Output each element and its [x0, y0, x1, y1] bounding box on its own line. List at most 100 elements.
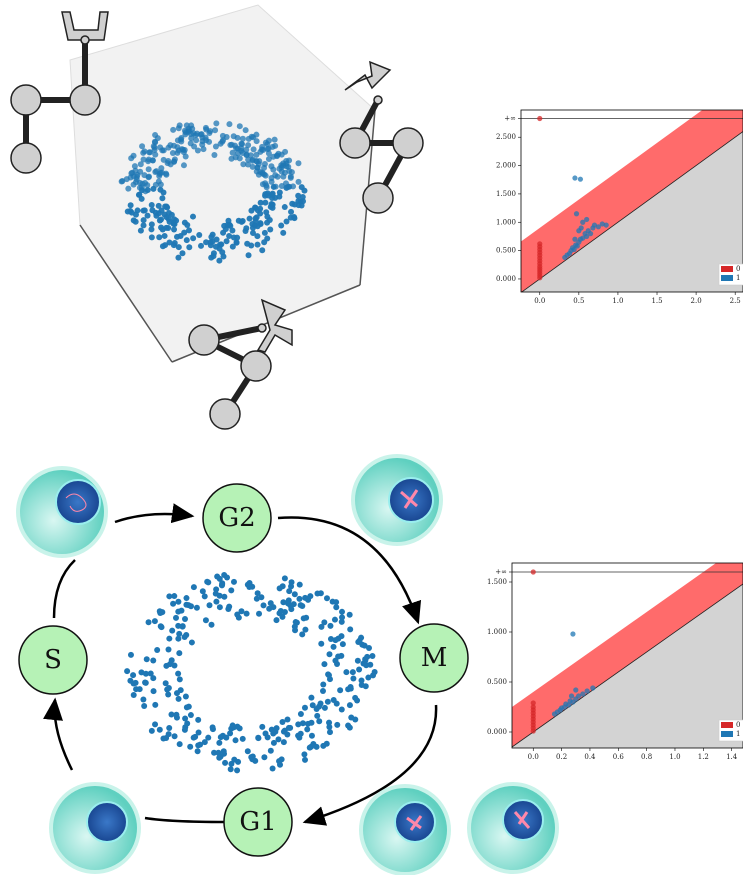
ring-point — [195, 748, 201, 754]
torus-point — [234, 240, 240, 246]
torus-point — [163, 172, 169, 178]
ring-point — [304, 726, 310, 732]
plot-area — [512, 359, 743, 798]
torus-point — [125, 208, 131, 214]
torus-point — [139, 143, 145, 149]
ring-point — [255, 590, 261, 596]
torus-point — [170, 127, 176, 133]
ring-point — [337, 687, 343, 693]
torus-point — [251, 146, 257, 152]
ring-point — [369, 653, 375, 659]
diagram-point — [578, 177, 583, 182]
torus-point — [158, 182, 164, 188]
ring-point — [324, 595, 330, 601]
ring-point — [202, 593, 208, 599]
ring-point — [268, 600, 274, 606]
ring-point — [182, 727, 188, 733]
ring-point — [224, 574, 230, 580]
ring-point — [221, 748, 227, 754]
torus-point — [150, 157, 156, 163]
ring-point — [152, 618, 158, 624]
torus-point — [182, 131, 188, 137]
torus-point — [266, 156, 272, 162]
ring-point — [314, 744, 320, 750]
ring-point — [339, 707, 345, 713]
torus-point — [272, 137, 278, 143]
ring-point — [240, 736, 246, 742]
ring-point — [213, 599, 219, 605]
y-tick-label: 1.500 — [487, 578, 507, 586]
ring-point — [234, 767, 240, 773]
torus-point — [263, 209, 269, 215]
y-tick-label: 0.500 — [496, 247, 516, 255]
ring-point — [169, 628, 175, 634]
y-tick-label: 1.500 — [496, 190, 516, 198]
ring-point — [255, 735, 261, 741]
ring-point — [184, 704, 190, 710]
ring-point — [146, 619, 152, 625]
ring-point — [245, 748, 251, 754]
ring-point — [188, 712, 194, 718]
ring-point — [299, 631, 305, 637]
legend-label: 1 — [736, 730, 740, 738]
torus-point — [244, 241, 250, 247]
ring-point — [230, 722, 236, 728]
diagram-point — [570, 631, 575, 636]
ring-point — [225, 606, 231, 612]
ring-point — [326, 651, 332, 657]
ring-point — [308, 695, 314, 701]
ring-point — [309, 733, 315, 739]
ring-point — [188, 603, 194, 609]
torus-point — [285, 184, 291, 190]
torus-point — [213, 244, 219, 250]
ring-point — [318, 641, 324, 647]
ring-point — [261, 602, 267, 608]
ring-point — [150, 657, 156, 663]
phase-label: G2 — [218, 503, 255, 533]
torus-point — [164, 205, 170, 211]
torus-point — [288, 209, 294, 215]
diagram-point — [588, 231, 593, 236]
torus-point — [198, 243, 204, 249]
ring-point — [318, 624, 324, 630]
legend-label: 1 — [736, 274, 740, 282]
ring-point — [159, 624, 165, 630]
ring-point — [332, 617, 338, 623]
ring-point — [339, 609, 345, 615]
torus-point — [181, 162, 187, 168]
torus-point — [173, 218, 179, 224]
ring-point — [287, 725, 293, 731]
ring-point — [154, 647, 160, 653]
ring-point — [175, 636, 181, 642]
torus-point — [159, 207, 165, 213]
ring-point — [221, 594, 227, 600]
torus-point — [141, 222, 147, 228]
ring-point — [339, 614, 345, 620]
y-tick-label: 0.000 — [487, 728, 507, 736]
y-tick-label: 1.000 — [496, 218, 516, 226]
torus-point — [258, 221, 264, 227]
torus-point — [135, 207, 141, 213]
x-tick-label: 0.6 — [613, 753, 625, 761]
diagram-point — [585, 688, 590, 693]
diagram-point — [579, 225, 584, 230]
ring-point — [320, 688, 326, 694]
torus-point — [253, 132, 259, 138]
ring-point — [298, 602, 304, 608]
torus-point — [128, 155, 134, 161]
torus-point — [218, 241, 224, 247]
figure: G2 M G1 S 0.0000.5001.0001.5002.0002.500… — [0, 0, 743, 875]
torus-point — [244, 151, 250, 157]
torus-point — [167, 142, 173, 148]
diagram-point — [584, 217, 589, 222]
ring-point — [292, 624, 298, 630]
ring-point — [360, 661, 366, 667]
torus-point — [233, 154, 239, 160]
torus-point — [141, 156, 147, 162]
ring-point — [209, 622, 215, 628]
torus-point — [152, 169, 158, 175]
ring-point — [265, 734, 271, 740]
ring-point — [149, 728, 155, 734]
torus-point — [128, 202, 134, 208]
ring-point — [326, 724, 332, 730]
